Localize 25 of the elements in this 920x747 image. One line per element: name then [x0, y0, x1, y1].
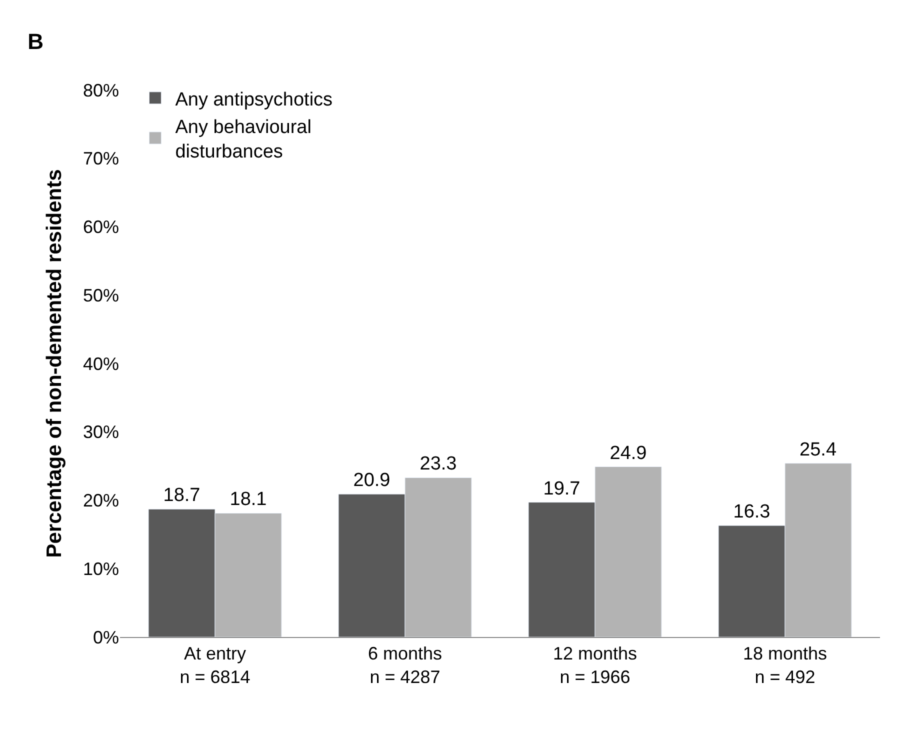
y-tick-label: 60% [82, 217, 119, 238]
data-label: 25.4 [800, 439, 837, 460]
y-tick-label: 40% [82, 354, 119, 374]
y-tick-label: 80% [82, 80, 119, 100]
data-label: 24.9 [610, 442, 647, 464]
y-tick-label: 0% [92, 627, 119, 648]
x-tick-label: 18 months n = 492 [742, 644, 828, 687]
data-label: 16.3 [733, 502, 770, 523]
y-tick-label: 70% [82, 148, 119, 169]
y-axis-title: Percentage of non-demented residents [43, 169, 66, 558]
chart-title: B [28, 29, 44, 54]
data-label: 20.9 [353, 470, 390, 492]
data-label: 23.3 [420, 454, 457, 475]
x-tick-label: 6 months n = 4287 [368, 644, 442, 687]
data-label: 18.1 [230, 489, 267, 510]
x-tick-label: 12 months n = 1966 [552, 644, 638, 687]
legend-label: Any behavioural disturbances [175, 117, 312, 163]
legend-label: Any antipsychotics [175, 89, 333, 110]
y-tick-label: 20% [82, 490, 119, 511]
data-label: 19.7 [543, 478, 580, 500]
y-tick-label: 10% [82, 558, 119, 579]
x-tick-label: At entry n = 6814 [180, 644, 250, 687]
data-label: 18.7 [163, 485, 200, 506]
y-tick-label: 50% [82, 285, 119, 306]
y-tick-label: 30% [82, 422, 119, 442]
